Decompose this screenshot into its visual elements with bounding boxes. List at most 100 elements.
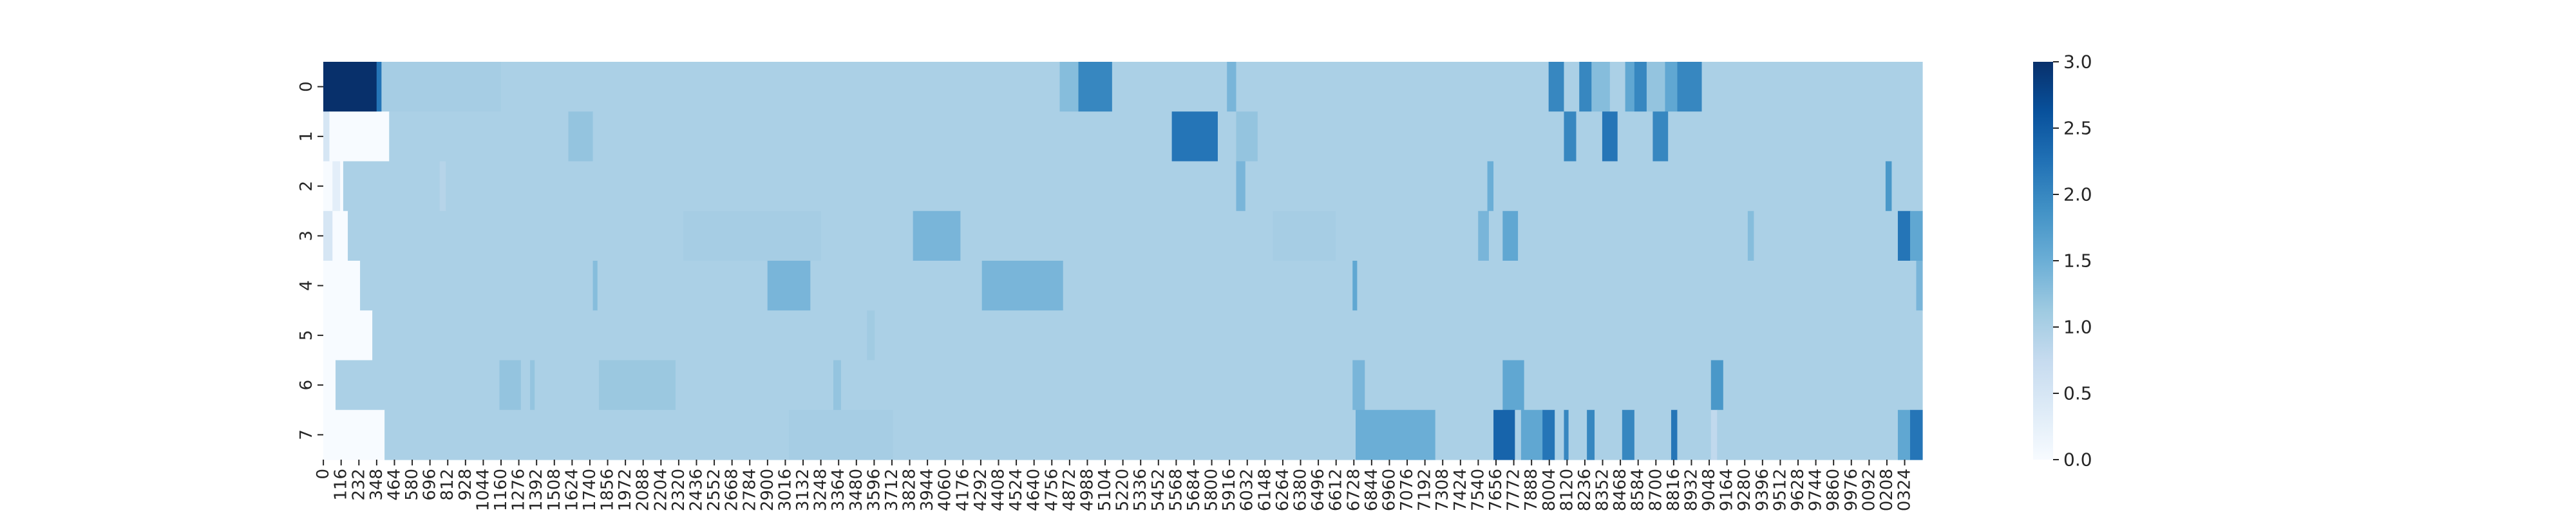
- heatmap-cell: [360, 261, 594, 311]
- x-tick-label: 2668: [723, 469, 742, 511]
- x-tick-label: 7308: [1433, 469, 1452, 511]
- heatmap-cell: [1671, 409, 1678, 460]
- heatmap-cell: [1227, 62, 1237, 112]
- heatmap-cell: [867, 310, 875, 361]
- heatmap-cell: [597, 261, 768, 311]
- x-tick-label: 1856: [598, 469, 618, 511]
- x-tick-label: 6380: [1291, 469, 1311, 511]
- heatmap-cell: [1273, 211, 1336, 261]
- heatmap-cell: [348, 211, 507, 261]
- heatmap-cell: [1602, 111, 1618, 162]
- heatmap-cell: [507, 211, 684, 261]
- x-tick-label: 6032: [1238, 469, 1257, 511]
- heatmap-cell: [1520, 409, 1543, 460]
- heatmap-cell: [389, 111, 404, 162]
- x-tick-label: 5916: [1220, 469, 1239, 511]
- x-tick-label: 2088: [634, 469, 653, 511]
- heatmap-cell: [1112, 62, 1144, 112]
- heatmap-cell: [1701, 62, 1923, 112]
- x-tick-label: 1276: [509, 469, 529, 511]
- x-tick-label: 9976: [1842, 469, 1861, 511]
- x-tick-label: 5104: [1095, 469, 1115, 511]
- x-tick-label: 3364: [829, 469, 848, 511]
- heatmap-cell: [323, 211, 333, 261]
- x-tick-label: 6612: [1327, 469, 1346, 511]
- x-tick-label: 4060: [936, 469, 955, 511]
- x-tick-label: 9512: [1770, 469, 1790, 511]
- heatmap-cell: [384, 409, 502, 460]
- heatmap-cell: [323, 62, 377, 112]
- x-tick-label: 3248: [811, 469, 831, 511]
- colorbar-tick-label: 1.0: [2063, 317, 2092, 338]
- x-tick-label: 1740: [580, 469, 600, 511]
- x-tick-label: 2204: [651, 469, 670, 511]
- heatmap-cell: [1634, 409, 1672, 460]
- x-tick-label: 7656: [1486, 469, 1506, 511]
- x-tick-label: 4176: [953, 469, 972, 511]
- x-tick-label: 8584: [1629, 469, 1648, 511]
- colorbar-tick-label: 1.5: [2063, 250, 2092, 272]
- heatmap-cell: [767, 62, 1061, 112]
- x-tick-label: 0208: [1877, 469, 1897, 511]
- colorbar-tick-label: 2.5: [2063, 118, 2092, 139]
- heatmap-cell: [1257, 111, 1565, 162]
- x-tick-label: 6728: [1344, 469, 1363, 511]
- x-tick-label: 1624: [562, 469, 582, 511]
- heatmap-cell: [323, 111, 330, 162]
- heatmap-cell: [500, 62, 768, 112]
- x-tick-label: 6496: [1309, 469, 1328, 511]
- heatmap-cell: [1625, 62, 1635, 112]
- x-tick-label: 0092: [1859, 469, 1879, 511]
- x-tick-label: 2320: [669, 469, 688, 511]
- heatmap-cell: [376, 62, 382, 112]
- colorbar-tick-label: 2.0: [2063, 184, 2092, 205]
- heatmap-cell: [1897, 211, 1911, 261]
- heatmap-cell: [1236, 111, 1258, 162]
- x-tick-label: 8004: [1540, 469, 1559, 511]
- heatmap-cell: [1548, 62, 1565, 112]
- colorbar: 0.0 0.5 1.0 1.5 2.0 2.5 3.0: [2033, 52, 2092, 471]
- heatmap-cell: [1365, 360, 1503, 411]
- heatmap-cell: [1352, 261, 1358, 311]
- heatmap-cell: [1747, 211, 1754, 261]
- heatmap-cell: [499, 360, 522, 411]
- x-tick-label: 7540: [1468, 469, 1488, 511]
- heatmap-cell: [1754, 211, 1899, 261]
- heatmap-cell: [568, 111, 594, 162]
- heatmap-cell: [1587, 409, 1595, 460]
- heatmap-cell: [592, 261, 598, 311]
- heatmap-cell: [1217, 111, 1237, 162]
- heatmap-cell: [343, 161, 440, 212]
- heatmap-cell: [332, 211, 348, 261]
- x-tick-label: 9860: [1824, 469, 1843, 511]
- heatmap-cell: [323, 261, 361, 311]
- heatmap-cell: [599, 360, 676, 411]
- x-tick-label: 8816: [1664, 469, 1683, 511]
- x-tick-label: 9396: [1753, 469, 1772, 511]
- heatmap-cell: [1909, 409, 1923, 460]
- y-tick-label: 7: [297, 429, 316, 440]
- heatmap-cell: [1502, 360, 1525, 411]
- heatmap-cell: [1665, 62, 1678, 112]
- x-tick-label: 0324: [1895, 469, 1915, 511]
- heatmap-cell: [1646, 62, 1666, 112]
- x-tick-label: 2784: [740, 469, 759, 511]
- heatmap-cell: [535, 360, 600, 411]
- x-tick-label: 0: [314, 469, 333, 480]
- x-tick-label: 580: [402, 469, 422, 501]
- x-tick-label: 116: [332, 469, 351, 501]
- heatmap-cell: [1591, 62, 1611, 112]
- heatmap-cell: [1564, 409, 1569, 460]
- heatmap-cell: [1885, 161, 1893, 212]
- heatmap-cells: [323, 62, 1923, 460]
- heatmap-cell: [323, 409, 385, 460]
- heatmap-cell: [1502, 211, 1519, 261]
- x-tick-label: 8352: [1593, 469, 1613, 511]
- x-tick-label: 7424: [1451, 469, 1470, 511]
- heatmap-cell: [913, 211, 961, 261]
- heatmap-cell: [1142, 62, 1227, 112]
- heatmap-cell: [820, 211, 914, 261]
- heatmap-cell: [1609, 62, 1626, 112]
- x-tick-label: 928: [456, 469, 475, 501]
- heatmap-cell: [336, 360, 500, 411]
